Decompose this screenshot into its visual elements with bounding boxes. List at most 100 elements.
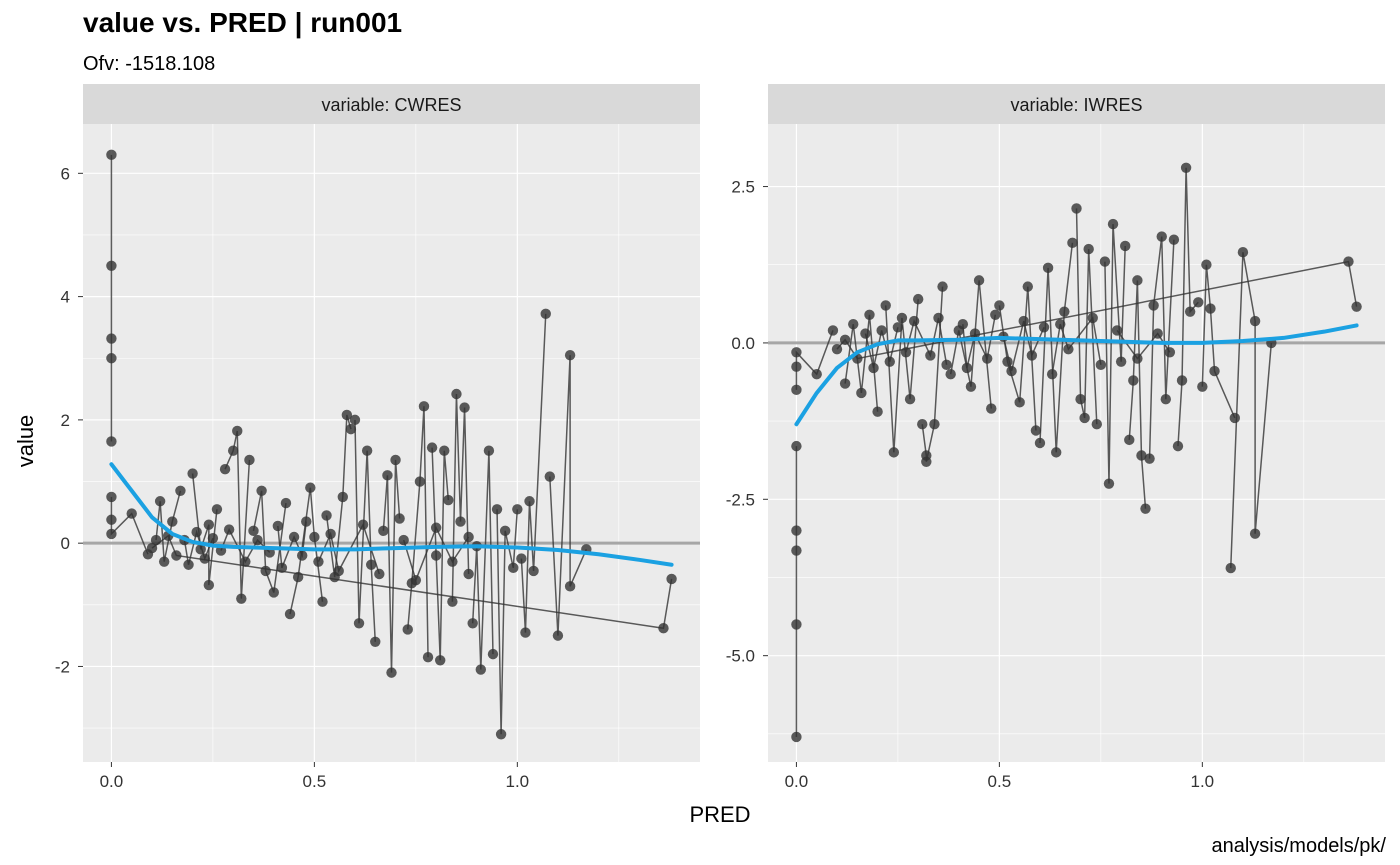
data-point xyxy=(410,574,422,586)
data-point xyxy=(106,260,117,271)
y-tick-label: 2.5 xyxy=(731,178,755,197)
data-point xyxy=(921,456,932,467)
data-point xyxy=(1071,203,1082,214)
plot-title: value vs. PRED | run001 xyxy=(83,7,402,38)
data-point xyxy=(402,624,413,635)
data-point xyxy=(1051,447,1062,458)
data-point xyxy=(296,550,308,561)
y-tick-label: -5.0 xyxy=(726,647,755,666)
facet-strip xyxy=(768,84,1385,124)
data-point xyxy=(868,362,879,374)
data-point xyxy=(965,381,977,392)
data-point xyxy=(106,436,117,447)
data-point xyxy=(430,522,442,533)
data-point xyxy=(564,581,576,592)
data-point xyxy=(426,442,438,453)
data-point xyxy=(937,281,948,292)
data-point xyxy=(447,556,458,567)
data-point xyxy=(418,401,430,412)
y-tick-label: 6 xyxy=(61,164,70,183)
data-point xyxy=(256,485,267,496)
data-point xyxy=(106,491,117,503)
data-point xyxy=(1087,312,1098,324)
data-point xyxy=(361,445,373,456)
data-point xyxy=(252,534,263,546)
data-point xyxy=(791,731,802,743)
data-point xyxy=(284,608,296,620)
data-point xyxy=(175,485,186,496)
data-point xyxy=(961,362,973,374)
data-point xyxy=(223,524,235,535)
data-point xyxy=(1046,368,1058,380)
data-point xyxy=(309,531,320,543)
data-point xyxy=(1079,412,1090,424)
data-point xyxy=(207,533,219,544)
data-point xyxy=(106,528,117,540)
x-tick-label: 0.5 xyxy=(988,772,1012,791)
data-point xyxy=(1006,365,1017,377)
data-point xyxy=(658,623,669,634)
data-point xyxy=(345,423,357,435)
data-point xyxy=(1034,437,1046,449)
data-point xyxy=(1022,281,1033,292)
plot-caption: analysis/models/pk/ xyxy=(1211,835,1386,857)
data-point xyxy=(459,402,470,413)
x-tick-label: 0.0 xyxy=(100,772,124,791)
data-point xyxy=(888,447,900,458)
data-point xyxy=(986,403,997,414)
data-point xyxy=(292,571,304,583)
data-point xyxy=(146,542,158,554)
data-point xyxy=(439,445,450,456)
data-point xyxy=(908,315,920,327)
data-point xyxy=(187,468,198,479)
data-point xyxy=(1172,440,1184,452)
data-point xyxy=(860,328,871,339)
data-point xyxy=(1156,231,1167,242)
facet-strip-label: variable: IWRES xyxy=(1010,95,1142,115)
data-point xyxy=(1042,262,1054,274)
data-point xyxy=(1209,365,1220,377)
plot-subtitle: Ofv: -1518.108 xyxy=(83,53,215,75)
data-point xyxy=(280,497,292,509)
data-point xyxy=(512,504,523,515)
data-point xyxy=(378,525,389,537)
data-point xyxy=(451,388,462,400)
data-point xyxy=(483,445,495,456)
y-tick-label: -2.5 xyxy=(726,490,755,509)
data-point xyxy=(195,544,206,555)
data-point xyxy=(240,556,251,567)
data-point xyxy=(495,729,507,740)
data-point xyxy=(1197,381,1208,392)
data-point xyxy=(544,471,556,482)
data-point xyxy=(260,565,271,577)
data-point xyxy=(386,667,397,678)
data-point xyxy=(791,525,802,536)
data-point xyxy=(475,664,487,675)
data-point xyxy=(248,525,259,537)
data-point xyxy=(1091,419,1102,430)
data-point xyxy=(990,309,1001,320)
data-point xyxy=(487,648,499,660)
data-point xyxy=(524,496,535,507)
data-point xyxy=(1351,301,1362,312)
data-point xyxy=(1095,359,1107,371)
data-point xyxy=(791,545,802,556)
data-point xyxy=(183,559,194,570)
y-tick-label: 2 xyxy=(61,411,70,430)
data-point xyxy=(884,356,895,367)
data-point xyxy=(1083,243,1094,255)
data-point xyxy=(1099,256,1111,267)
data-point xyxy=(463,568,474,580)
data-point xyxy=(272,520,284,532)
data-point xyxy=(430,550,442,561)
data-point xyxy=(422,652,434,663)
data-point xyxy=(540,308,551,320)
y-tick-label: 0 xyxy=(61,534,70,553)
data-point xyxy=(1180,162,1192,173)
data-point xyxy=(904,394,916,405)
data-point xyxy=(864,309,875,320)
y-tick-label: -2 xyxy=(55,657,70,676)
data-point xyxy=(1026,350,1038,361)
data-point xyxy=(791,347,802,358)
data-point xyxy=(917,419,928,430)
